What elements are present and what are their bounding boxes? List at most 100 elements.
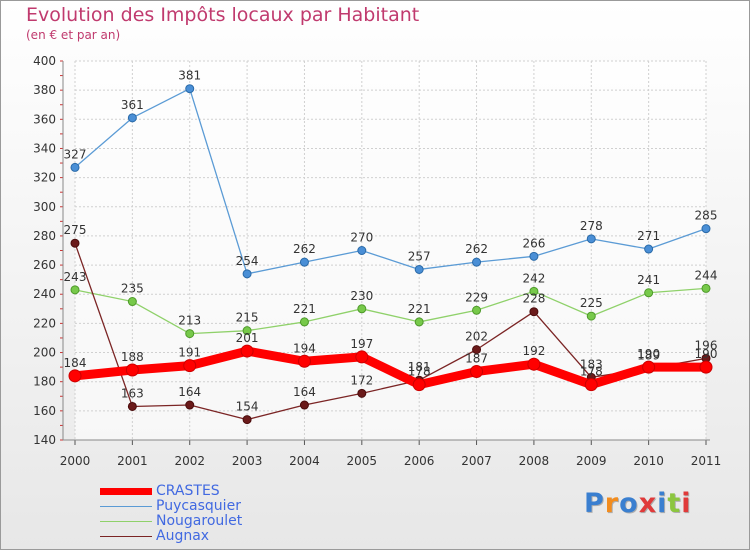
series-line-crastes — [70, 346, 711, 390]
y-tick-label: 400 — [33, 54, 56, 68]
data-point-nougaroulet — [472, 305, 482, 315]
data-label-puycasquier: 262 — [465, 242, 488, 256]
data-label-crastes: 197 — [350, 337, 373, 351]
data-label-puycasquier: 327 — [64, 147, 87, 161]
data-label-augnax: 275 — [64, 223, 87, 237]
legend-item-crastes: CRASTES — [100, 484, 360, 499]
y-tick-label: 260 — [33, 258, 56, 272]
chart-subtitle: (en € et par an) — [26, 28, 121, 42]
series-line-nougaroulet — [74, 287, 707, 335]
logo-letter: i — [681, 488, 692, 519]
data-point-puycasquier — [357, 246, 367, 255]
data-label-puycasquier: 254 — [236, 254, 259, 268]
data-point-nougaroulet — [185, 329, 195, 339]
legend-swatch — [100, 488, 152, 495]
data-point-crastes — [125, 363, 139, 377]
data-point-crastes — [527, 357, 541, 371]
data-label-augnax: 183 — [580, 357, 603, 371]
legend-label: CRASTES — [156, 483, 220, 499]
x-tick-label: 2009 — [576, 454, 607, 468]
data-point-augnax — [529, 307, 539, 317]
data-point-nougaroulet — [357, 304, 367, 314]
data-label-nougaroulet: 213 — [178, 314, 201, 328]
data-point-nougaroulet — [414, 317, 424, 327]
data-label-crastes: 184 — [64, 356, 87, 370]
data-label-puycasquier: 262 — [293, 242, 316, 256]
x-tick-label: 2007 — [461, 454, 492, 468]
data-point-puycasquier — [299, 257, 309, 267]
data-point-augnax — [472, 345, 482, 355]
data-label-augnax: 164 — [178, 385, 201, 399]
data-label-nougaroulet: 230 — [350, 289, 373, 303]
data-point-nougaroulet — [644, 288, 654, 298]
y-tick-label: 160 — [33, 404, 56, 418]
data-point-crastes — [584, 378, 598, 392]
x-tick-label: 2010 — [633, 454, 664, 468]
data-point-crastes — [699, 360, 713, 374]
logo-letter: i — [657, 488, 668, 519]
data-label-nougaroulet: 221 — [293, 302, 316, 316]
data-point-puycasquier — [127, 113, 137, 123]
data-point-nougaroulet — [529, 286, 539, 296]
x-tick-label: 2011 — [691, 454, 722, 468]
legend-swatch — [100, 506, 152, 507]
data-point-augnax — [357, 388, 367, 398]
data-label-nougaroulet: 225 — [580, 296, 603, 310]
data-point-nougaroulet — [586, 311, 596, 321]
legend-item-nougaroulet: Nougaroulet — [100, 514, 360, 529]
data-label-puycasquier: 381 — [178, 69, 201, 83]
y-tick-label: 380 — [33, 83, 56, 97]
data-label-crastes: 192 — [522, 344, 545, 358]
data-point-puycasquier — [414, 264, 424, 274]
y-tick-label: 340 — [33, 141, 56, 155]
y-tick-label: 140 — [33, 433, 56, 447]
data-label-augnax: 181 — [408, 360, 431, 374]
y-tick-label: 240 — [33, 287, 56, 301]
data-point-puycasquier — [472, 257, 482, 267]
y-tick-label: 180 — [33, 375, 56, 389]
legend-swatch — [100, 521, 152, 522]
y-tick-label: 320 — [33, 171, 56, 185]
data-label-augnax: 196 — [695, 338, 718, 352]
data-label-augnax: 154 — [236, 400, 259, 414]
data-point-puycasquier — [644, 244, 654, 254]
y-tick-label: 200 — [33, 346, 56, 360]
x-tick-label: 2004 — [289, 454, 320, 468]
data-point-puycasquier — [242, 269, 252, 279]
legend-label: Augnax — [156, 528, 210, 544]
logo-letter: P — [584, 488, 605, 519]
x-tick-label: 2005 — [347, 454, 378, 468]
logo-letter: o — [619, 488, 639, 519]
data-label-puycasquier: 257 — [408, 249, 431, 263]
data-point-crastes — [68, 369, 82, 383]
logo-letter: x — [638, 488, 658, 519]
data-label-crastes: 190 — [695, 347, 718, 361]
data-label-augnax: 172 — [350, 373, 373, 387]
data-point-crastes — [355, 350, 369, 364]
data-label-crastes: 187 — [465, 351, 488, 365]
data-label-puycasquier: 278 — [580, 219, 603, 233]
data-point-nougaroulet — [701, 283, 711, 293]
data-point-augnax — [185, 400, 195, 410]
data-point-crastes — [642, 360, 656, 374]
data-point-crastes — [183, 359, 197, 373]
legend-label: Nougaroulet — [156, 513, 243, 529]
data-point-crastes — [470, 364, 484, 378]
data-label-nougaroulet: 242 — [522, 271, 545, 285]
data-label-augnax: 228 — [522, 292, 545, 306]
x-tick-label: 2000 — [60, 454, 91, 468]
x-tick-label: 2001 — [117, 454, 148, 468]
data-label-nougaroulet: 241 — [637, 273, 660, 287]
data-point-crastes — [412, 378, 426, 392]
y-tick-label: 220 — [33, 316, 56, 330]
legend-swatch — [100, 536, 152, 537]
data-point-puycasquier — [586, 234, 596, 244]
x-tick-label: 2003 — [232, 454, 263, 468]
data-point-puycasquier — [701, 224, 711, 234]
logo-letter: r — [604, 488, 620, 519]
data-label-augnax: 163 — [121, 386, 144, 400]
data-label-crastes: 201 — [236, 331, 259, 345]
data-label-crastes: 188 — [121, 350, 144, 364]
data-point-crastes — [297, 354, 311, 368]
data-label-puycasquier: 266 — [522, 236, 545, 250]
